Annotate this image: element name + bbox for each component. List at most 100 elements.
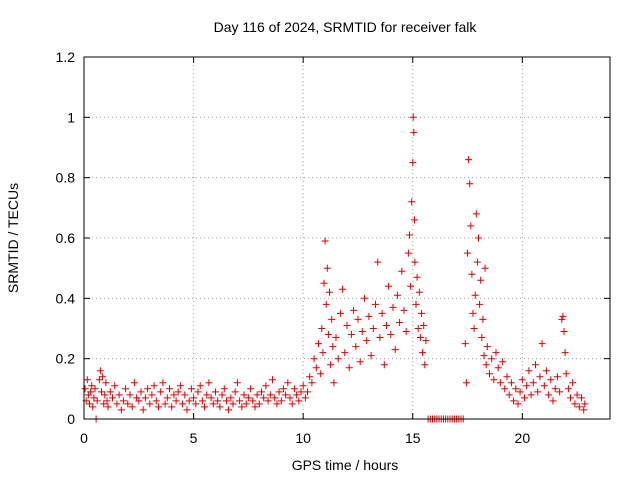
data-point — [236, 397, 244, 405]
data-points — [81, 113, 589, 423]
data-point — [374, 258, 382, 266]
data-point — [91, 385, 99, 393]
data-point — [168, 403, 176, 411]
data-point — [501, 385, 509, 393]
data-point — [209, 400, 217, 408]
data-point — [347, 331, 355, 338]
data-point — [273, 400, 281, 408]
y-tick-label: 1.2 — [56, 49, 76, 65]
data-point — [218, 391, 226, 399]
data-point — [297, 388, 305, 396]
data-point — [83, 376, 91, 384]
data-point — [532, 361, 539, 369]
data-point — [421, 361, 429, 369]
data-point — [150, 382, 158, 390]
data-point — [89, 403, 97, 411]
data-point — [529, 379, 537, 387]
data-point — [483, 343, 491, 351]
data-point — [90, 394, 98, 402]
data-point — [290, 385, 298, 393]
x-tick-label: 5 — [190, 430, 198, 446]
data-point — [322, 300, 330, 308]
data-point — [412, 300, 420, 308]
data-point — [115, 391, 123, 399]
data-point — [525, 367, 533, 375]
data-point — [385, 282, 393, 290]
data-point — [207, 394, 215, 402]
data-point — [527, 391, 535, 399]
data-point — [420, 322, 428, 329]
data-point — [196, 382, 204, 390]
data-point — [402, 328, 410, 335]
data-point — [558, 315, 566, 323]
data-point — [124, 400, 132, 408]
data-point — [419, 349, 427, 357]
data-point — [538, 340, 546, 348]
data-point — [117, 406, 125, 414]
data-point — [471, 291, 479, 299]
data-point — [106, 388, 114, 396]
data-point — [179, 400, 187, 408]
data-point — [418, 309, 425, 317]
data-point — [318, 325, 326, 332]
plot-frame — [83, 56, 611, 420]
data-point — [336, 309, 344, 317]
data-point — [411, 216, 418, 224]
data-point — [260, 394, 268, 402]
data-point — [100, 400, 108, 408]
data-point — [93, 397, 101, 405]
data-point — [514, 400, 522, 408]
data-point — [573, 391, 581, 399]
data-point — [81, 385, 89, 393]
data-point — [242, 400, 250, 408]
data-point — [183, 406, 191, 414]
data-point — [478, 334, 486, 341]
data-point — [564, 385, 572, 393]
data-point — [315, 340, 322, 348]
data-point — [503, 373, 511, 381]
data-point — [332, 334, 340, 341]
data-point — [137, 388, 145, 396]
y-tick-label: 0.4 — [56, 290, 76, 306]
data-point — [560, 328, 568, 335]
data-point — [476, 300, 484, 308]
data-point — [301, 394, 309, 402]
data-point — [551, 385, 559, 393]
data-point — [470, 325, 478, 332]
data-point — [505, 391, 513, 399]
data-point — [99, 373, 107, 381]
data-point — [567, 394, 574, 402]
data-point — [152, 397, 160, 405]
data-point — [415, 288, 423, 296]
data-point — [176, 382, 184, 390]
data-point — [367, 352, 375, 360]
data-point — [139, 406, 147, 414]
data-point — [406, 231, 413, 239]
y-tick-label: 0.2 — [56, 351, 76, 367]
data-point — [128, 403, 136, 411]
data-point — [141, 394, 149, 402]
data-point — [472, 210, 480, 218]
data-point — [411, 258, 419, 266]
data-point — [113, 400, 121, 408]
data-point — [398, 267, 406, 275]
data-point — [404, 249, 412, 257]
data-point — [380, 361, 388, 369]
data-point — [98, 388, 105, 396]
data-point — [507, 379, 515, 387]
grid — [84, 57, 610, 419]
x-tick-label: 0 — [80, 430, 88, 446]
x-axis-label: GPS time / hours — [292, 457, 399, 473]
data-point — [521, 394, 528, 402]
data-point — [266, 391, 274, 399]
data-point — [408, 198, 416, 206]
data-point — [262, 382, 270, 390]
data-point — [468, 270, 476, 278]
data-point — [328, 315, 336, 323]
data-point — [422, 337, 430, 345]
data-point — [477, 276, 485, 284]
data-point — [473, 258, 481, 266]
data-point — [312, 364, 320, 372]
data-point — [326, 288, 333, 296]
data-point — [130, 379, 138, 387]
